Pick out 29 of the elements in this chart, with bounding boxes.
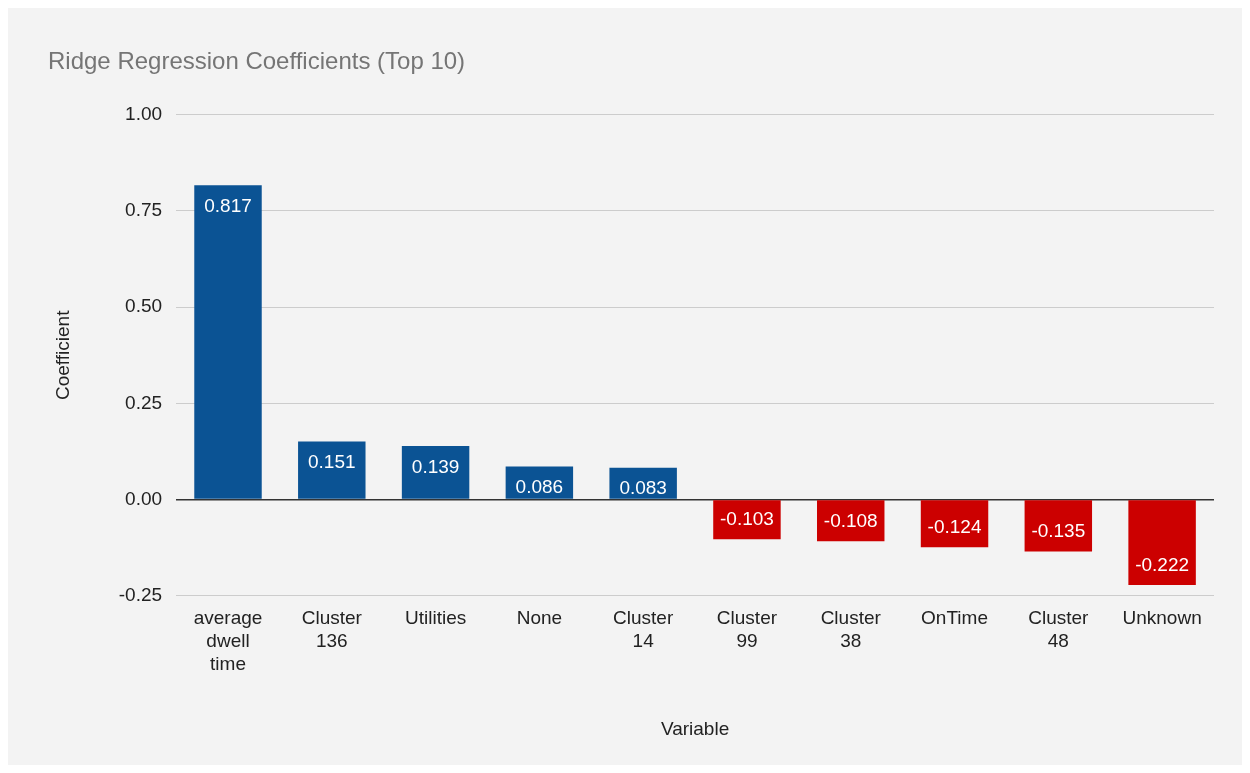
x-axis-title: Variable: [660, 717, 730, 739]
data-label: -0.124: [927, 516, 982, 538]
data-label: 0.817: [204, 194, 252, 216]
y-axis-title: Coefficient: [51, 309, 73, 401]
y-tick-label: 0.00: [125, 487, 163, 509]
data-label: 0.139: [411, 455, 460, 477]
data-label: 0.151: [308, 451, 356, 473]
chart-title: Ridge Regression Coefficients (Top 10): [48, 47, 466, 75]
x-tick-label: None: [516, 607, 563, 629]
x-tick-label: Cluster 38: [820, 607, 882, 652]
y-tick-label: 0.75: [125, 199, 163, 221]
x-tick-label: Cluster 48: [1028, 607, 1090, 652]
data-label: -0.135: [1031, 520, 1086, 542]
y-tick-label: 0.25: [125, 391, 163, 413]
y-tick-label: -0.25: [118, 584, 163, 606]
x-tick-label: OnTime: [921, 607, 988, 629]
x-tick-label: average dwell time: [193, 607, 263, 675]
data-label: 0.086: [515, 476, 564, 498]
y-tick-label: 1.00: [125, 103, 163, 125]
x-tick-label: Cluster 136: [301, 607, 363, 652]
x-tick-label: Cluster 14: [613, 607, 674, 652]
x-tick-label: Unknown: [1122, 607, 1202, 629]
data-label: -0.222: [1135, 553, 1190, 575]
y-tick-label: 0.50: [125, 295, 163, 317]
data-label: 0.083: [619, 477, 667, 499]
x-tick-label: Utilities: [404, 607, 467, 629]
data-label: -0.103: [720, 507, 774, 529]
x-tick-label: Cluster 99: [716, 607, 778, 652]
data-label: -0.108: [823, 509, 878, 531]
